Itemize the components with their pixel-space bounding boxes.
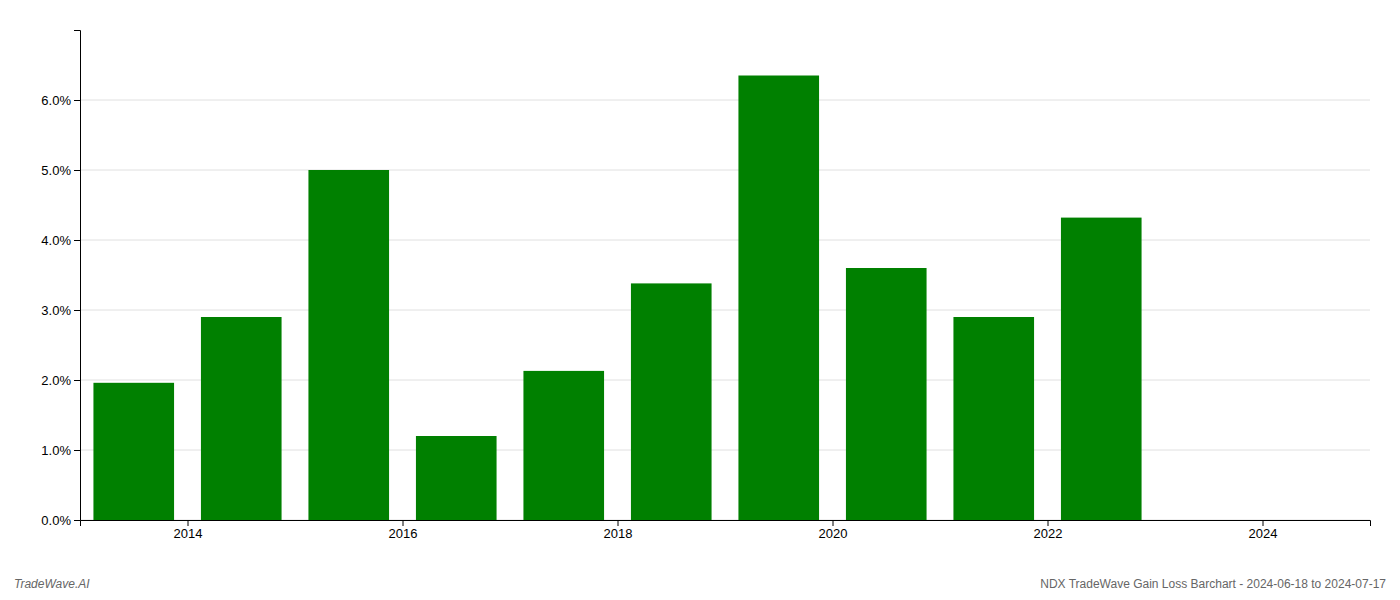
x-tick-mark: [188, 520, 189, 526]
bar: [416, 436, 497, 520]
x-axis: 2014 2016 2018 2020 2022 2024: [81, 520, 1371, 541]
y-tick-label: 0.0%: [41, 513, 71, 528]
chart: 2014 2016 2018 2020 2022 2024 0.0% 1.0% 2.0% 3.0%…: [0, 0, 1400, 600]
x-tick-label: 2020: [819, 526, 848, 541]
x-tick-mark: [618, 520, 619, 526]
y-tick: 4.0%: [41, 233, 80, 248]
y-tick-mark: [74, 170, 80, 171]
y-tick: 3.0%: [41, 303, 80, 318]
y-tick: 1.0%: [41, 443, 80, 458]
grid-line: [80, 240, 1370, 241]
grid-line: [80, 100, 1370, 101]
y-axis-line: [74, 31, 81, 521]
y-tick: 5.0%: [41, 163, 80, 178]
x-tick-label: 2014: [174, 526, 203, 541]
x-tick: 2018: [604, 520, 633, 541]
bar: [93, 383, 174, 520]
y-tick: 6.0%: [41, 93, 80, 108]
x-tick-mark: [1048, 520, 1049, 526]
bar: [523, 371, 604, 520]
bar: [1061, 218, 1142, 520]
x-tick-mark: [833, 520, 834, 526]
x-axis-line: [81, 521, 1371, 527]
x-tick-mark: [1263, 520, 1264, 526]
y-tick-mark: [74, 100, 80, 101]
x-tick-label: 2022: [1034, 526, 1063, 541]
y-tick-label: 3.0%: [41, 303, 71, 318]
x-tick-label: 2018: [604, 526, 633, 541]
x-tick: 2024: [1249, 520, 1278, 541]
y-tick-mark: [74, 450, 80, 451]
footer-left: TradeWave.AI: [14, 577, 90, 591]
y-tick-label: 1.0%: [41, 443, 71, 458]
bar: [308, 170, 389, 520]
x-tick-mark: [403, 520, 404, 526]
y-tick-mark: [74, 520, 80, 521]
bar: [201, 317, 282, 520]
x-tick-label: 2024: [1249, 526, 1278, 541]
grid-line: [80, 310, 1370, 311]
plot-area: 2014 2016 2018 2020 2022 2024 0.0% 1.0% 2.0% 3.0%…: [41, 31, 1370, 542]
y-tick: 0.0%: [41, 513, 80, 528]
x-tick: 2014: [174, 520, 203, 541]
x-tick: 2022: [1034, 520, 1063, 541]
x-tick-label: 2016: [389, 526, 418, 541]
y-axis: 0.0% 1.0% 2.0% 3.0% 4.0% 5.0% 6.0%: [41, 31, 80, 528]
bar: [953, 317, 1034, 520]
footer-right: NDX TradeWave Gain Loss Barchart - 2024-…: [1040, 577, 1386, 591]
y-tick-label: 6.0%: [41, 93, 71, 108]
y-tick-label: 2.0%: [41, 373, 71, 388]
y-tick-mark: [74, 310, 80, 311]
grid-line: [80, 170, 1370, 171]
y-tick-label: 5.0%: [41, 163, 71, 178]
y-tick-mark: [74, 380, 80, 381]
bar: [631, 283, 712, 520]
y-tick-label: 4.0%: [41, 233, 71, 248]
x-tick: 2016: [389, 520, 418, 541]
x-tick: 2020: [819, 520, 848, 541]
y-tick-mark: [74, 240, 80, 241]
bars: [93, 76, 1141, 521]
bar: [738, 76, 819, 521]
grid: [80, 100, 1370, 520]
y-tick: 2.0%: [41, 373, 80, 388]
bar: [846, 268, 927, 520]
